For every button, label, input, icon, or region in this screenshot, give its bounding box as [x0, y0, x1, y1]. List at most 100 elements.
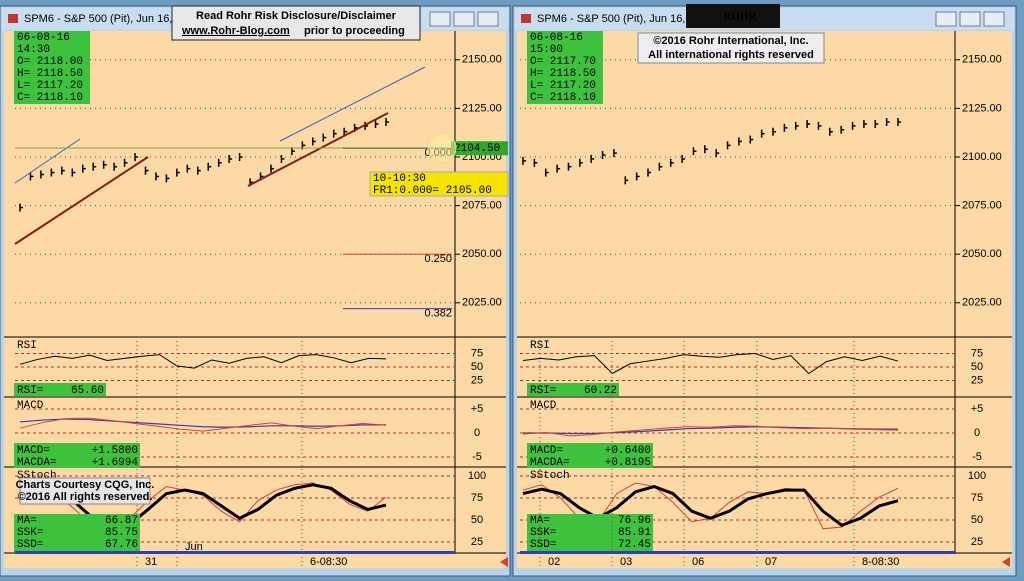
info-line: L= 2117.20 — [17, 80, 83, 92]
info-line: 06-08-16 — [17, 32, 70, 44]
scroll-arrow[interactable] — [500, 557, 508, 567]
price-tick-label: 2125.00 — [962, 102, 1002, 114]
readout-label: MA= — [530, 515, 550, 527]
window-min-button[interactable] — [935, 11, 957, 27]
ssd-line — [19, 483, 387, 531]
window-max-button[interactable] — [959, 11, 981, 27]
fib-label: 0.250 — [424, 253, 452, 265]
disclaimer-link[interactable]: www.Rohr-Blog.com — [181, 25, 290, 37]
readout-value: 76.96 — [618, 515, 651, 527]
price-tick-label: 2150.00 — [962, 54, 1002, 66]
rsi-line — [19, 354, 387, 369]
last-price-tag — [451, 141, 508, 156]
indicator-tick-label: 100 — [468, 470, 486, 482]
window-close-button[interactable] — [983, 11, 1005, 27]
callout-box — [369, 171, 509, 197]
disclaimer-line: prior to proceeding — [304, 25, 405, 37]
readout-label: RSI= — [530, 385, 556, 397]
indicator-tick-label: 0 — [474, 427, 480, 439]
price-tick-label: 2025.00 — [962, 297, 1002, 309]
info-line: O= 2118.00 — [17, 56, 83, 68]
readout-value: 85.75 — [105, 527, 138, 539]
indicator-tick-label: 50 — [971, 361, 983, 373]
indicator-tick-label: 0 — [974, 427, 980, 439]
callout-line: 10-10:30 — [373, 173, 426, 185]
time-label: 6-08:30 — [310, 556, 347, 568]
indicator-tick-label: 25 — [971, 536, 983, 548]
indicator-tick-label: +5 — [471, 403, 484, 415]
trend-line — [14, 156, 149, 245]
credit-box — [19, 477, 151, 505]
readout-value: 72.45 — [618, 539, 651, 551]
copyright-box — [637, 32, 825, 64]
indicator-tick-label: 75 — [971, 347, 983, 359]
app-icon — [521, 14, 531, 23]
macda-line — [19, 418, 386, 428]
indicator-tick-label: +5 — [971, 403, 984, 415]
price-tick-label: 2075.00 — [962, 200, 1002, 212]
pane-name: MACD — [17, 400, 44, 412]
readout-value: +1.5800 — [92, 445, 138, 457]
cursor-highlight — [427, 133, 457, 163]
indicator-tick-label: 75 — [471, 347, 483, 359]
scroll-arrow[interactable] — [1002, 557, 1010, 567]
fib-label: 0.382 — [424, 308, 452, 320]
window-max-button[interactable] — [453, 11, 475, 27]
info-box — [527, 31, 603, 104]
readout-label: MACDA= — [530, 457, 570, 469]
price-tick-label: 2050.00 — [962, 248, 1002, 260]
info-line: O= 2117.70 — [530, 56, 596, 68]
indicator-tick-label: -5 — [472, 451, 482, 463]
readout-label: MACD= — [530, 445, 563, 457]
indicator-tick-label: 50 — [471, 361, 483, 373]
window-title: SPM6 - S&P 500 (Pit), Jun 16, 30 Min — [537, 13, 721, 25]
readout-value: +0.8195 — [605, 457, 651, 469]
readout-value: +0.6400 — [605, 445, 651, 457]
info-box — [14, 31, 90, 104]
macd-line — [19, 417, 387, 432]
readout-label: MACDA= — [17, 457, 57, 469]
app-icon — [8, 14, 18, 23]
info-line: C= 2118.10 — [530, 92, 596, 104]
readout-label: MACD= — [17, 445, 50, 457]
macd-line — [522, 425, 899, 437]
readout-label: SSK= — [530, 527, 556, 539]
info-line: L= 2117.20 — [530, 80, 596, 92]
indicator-tick-label: 50 — [971, 514, 983, 526]
readout-value: 65.60 — [71, 385, 104, 397]
time-label: 8-08:30 — [862, 556, 899, 568]
copyright-line: All international rights reserved — [648, 49, 814, 61]
indicator-tick-label: 75 — [471, 492, 483, 504]
readout-value: 66.87 — [105, 515, 138, 527]
readout-box — [14, 443, 140, 468]
time-label: Jun — [185, 541, 203, 553]
readout-label: SSD= — [530, 539, 556, 551]
disclaimer-line: Read Rohr Risk Disclosure/Disclaimer — [196, 10, 397, 22]
readout-label: SSK= — [17, 527, 43, 539]
window-title: SPM6 - S&P 500 (Pit), Jun 16, 60 Min — [24, 13, 208, 25]
readout-value: 67.76 — [105, 539, 138, 551]
indicator-tick-label: 75 — [971, 492, 983, 504]
pane-name: MACD — [530, 400, 557, 412]
trend-line — [247, 112, 389, 187]
ssd-line — [522, 484, 899, 527]
window-min-button[interactable] — [429, 11, 451, 27]
readout-box — [527, 443, 653, 468]
readout-label: MA= — [17, 515, 37, 527]
time-label: 02 — [548, 556, 560, 568]
info-line: H= 2118.50 — [17, 68, 83, 80]
disclaimer-banner[interactable] — [171, 5, 421, 41]
window-close-button[interactable] — [477, 11, 499, 27]
credit-line: Charts Courtesy CQG, Inc. — [16, 479, 155, 491]
readout-box — [527, 514, 653, 552]
indicator-tick-label: 50 — [471, 514, 483, 526]
pane-name: SStoch — [530, 470, 570, 482]
logo: ROHR — [724, 11, 758, 23]
time-strip — [520, 551, 955, 554]
readout-value: 85.91 — [618, 527, 651, 539]
channel-line — [279, 66, 426, 142]
price-tick-label: 2100.00 — [962, 151, 1002, 163]
time-label: 06 — [692, 556, 704, 568]
price-tick-label: 2150.00 — [462, 54, 502, 66]
indicator-tick-label: -5 — [972, 451, 982, 463]
